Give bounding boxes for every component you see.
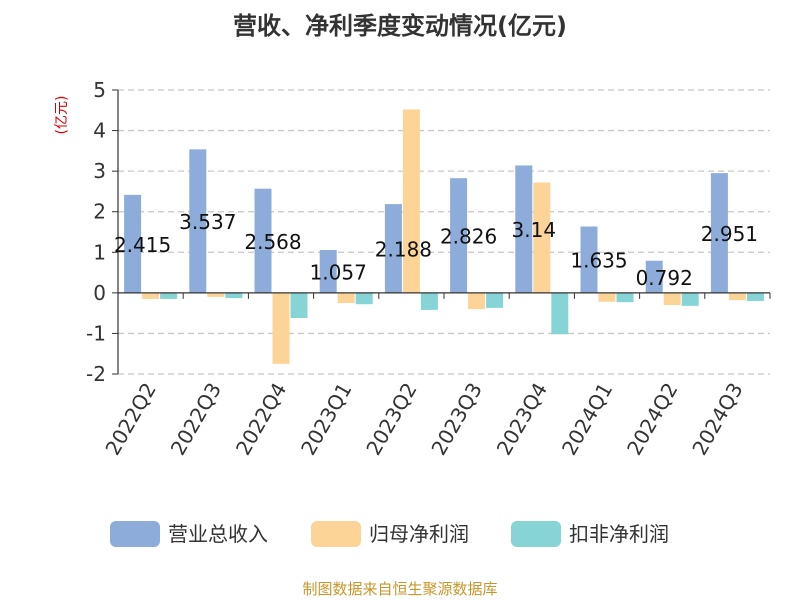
bar-2-2023Q1[interactable]: [355, 292, 373, 305]
x-tick-label: 2023Q2: [361, 379, 421, 460]
bar-2-2023Q4[interactable]: [551, 292, 569, 335]
legend-item-1[interactable]: 归母净利润: [311, 521, 469, 547]
bar-0-2022Q4[interactable]: [254, 188, 272, 293]
bar-0-2024Q1[interactable]: [580, 226, 598, 293]
legend-label: 归母净利润: [369, 522, 469, 546]
data-label: 2.415: [114, 233, 171, 257]
x-tick-label: 2022Q3: [166, 379, 226, 460]
y-axis-label: (亿元): [54, 96, 70, 135]
bar-2-2022Q2[interactable]: [160, 292, 178, 299]
x-tick-label: 2023Q3: [426, 379, 486, 460]
data-label: 2.188: [375, 237, 432, 261]
bar-1-2023Q4[interactable]: [533, 182, 551, 293]
data-label: 2.826: [440, 225, 497, 249]
x-tick-label: 2024Q3: [687, 379, 747, 460]
legend-label: 营业总收入: [168, 522, 268, 546]
data-label: 2.568: [244, 230, 301, 254]
bar-0-2023Q1[interactable]: [319, 249, 337, 293]
y-tick-label: 5: [93, 78, 106, 102]
bar-0-2023Q4[interactable]: [515, 165, 533, 293]
legend-item-0[interactable]: 营业总收入: [110, 521, 268, 547]
y-tick-label: 4: [93, 119, 106, 143]
bars: [124, 109, 764, 364]
bar-1-2023Q1[interactable]: [337, 292, 355, 303]
bar-1-2022Q4[interactable]: [272, 292, 290, 364]
x-tick-label: 2023Q1: [296, 379, 356, 460]
x-tick-label: 2024Q1: [557, 379, 617, 460]
y-tick-label: -2: [86, 362, 106, 386]
bar-0-2023Q2[interactable]: [384, 204, 402, 293]
data-label: 3.14: [512, 218, 557, 242]
bar-1-2024Q2[interactable]: [663, 292, 681, 306]
bar-0-2022Q2[interactable]: [124, 194, 142, 293]
legend[interactable]: 营业总收入 归母净利润 扣非净利润: [110, 521, 669, 547]
bar-1-2024Q1[interactable]: [598, 292, 616, 302]
legend-swatch: [110, 521, 160, 547]
y-tick-label: 3: [93, 159, 106, 183]
data-labels: 2.415 3.537 2.568 1.057 2.188 2.826 3.14 1.635 0…: [114, 210, 758, 290]
bar-1-2022Q3[interactable]: [207, 292, 225, 297]
bar-2-2024Q2[interactable]: [681, 292, 699, 306]
data-label: 3.537: [179, 210, 236, 234]
bar-0-2023Q3[interactable]: [450, 178, 468, 293]
y-tick-label: 0: [93, 281, 106, 305]
legend-item-2[interactable]: 扣非净利润: [511, 521, 669, 547]
y-tick-label: -1: [86, 321, 106, 345]
data-label: 1.635: [570, 249, 627, 273]
x-tick-label: 2022Q2: [100, 379, 160, 460]
source-note: 制图数据来自恒生聚源数据库: [302, 580, 497, 598]
x-tick-label: 2022Q4: [231, 379, 291, 460]
bar-0-2022Q3[interactable]: [189, 149, 207, 293]
bar-1-2022Q2[interactable]: [142, 292, 160, 299]
bar-2-2024Q3[interactable]: [746, 292, 764, 301]
bar-0-2024Q3[interactable]: [710, 173, 728, 293]
bar-2-2022Q3[interactable]: [225, 292, 243, 299]
legend-swatch: [511, 521, 561, 547]
legend-swatch: [311, 521, 361, 547]
bar-1-2023Q2[interactable]: [402, 109, 420, 293]
data-label: 0.792: [636, 266, 693, 290]
bar-1-2023Q3[interactable]: [468, 292, 486, 310]
data-label: 1.057: [310, 260, 367, 284]
x-tick-label: 2024Q2: [622, 379, 682, 460]
legend-label: 扣非净利润: [569, 522, 669, 546]
chart-title: 营收、净利季度变动情况(亿元): [233, 12, 567, 40]
data-label: 2.951: [701, 222, 758, 246]
bar-2-2022Q4[interactable]: [290, 292, 308, 319]
grid-lines: [118, 89, 770, 375]
bar-2-2023Q2[interactable]: [420, 292, 438, 310]
y-tick-label: 1: [93, 240, 106, 264]
bar-2-2023Q3[interactable]: [486, 292, 504, 308]
y-tick-label: 2: [93, 200, 106, 224]
x-tick-label: 2023Q4: [492, 379, 552, 460]
bar-2-2024Q1[interactable]: [616, 292, 634, 303]
bar-1-2024Q3[interactable]: [728, 292, 746, 301]
bar-0-2024Q2[interactable]: [645, 260, 663, 293]
